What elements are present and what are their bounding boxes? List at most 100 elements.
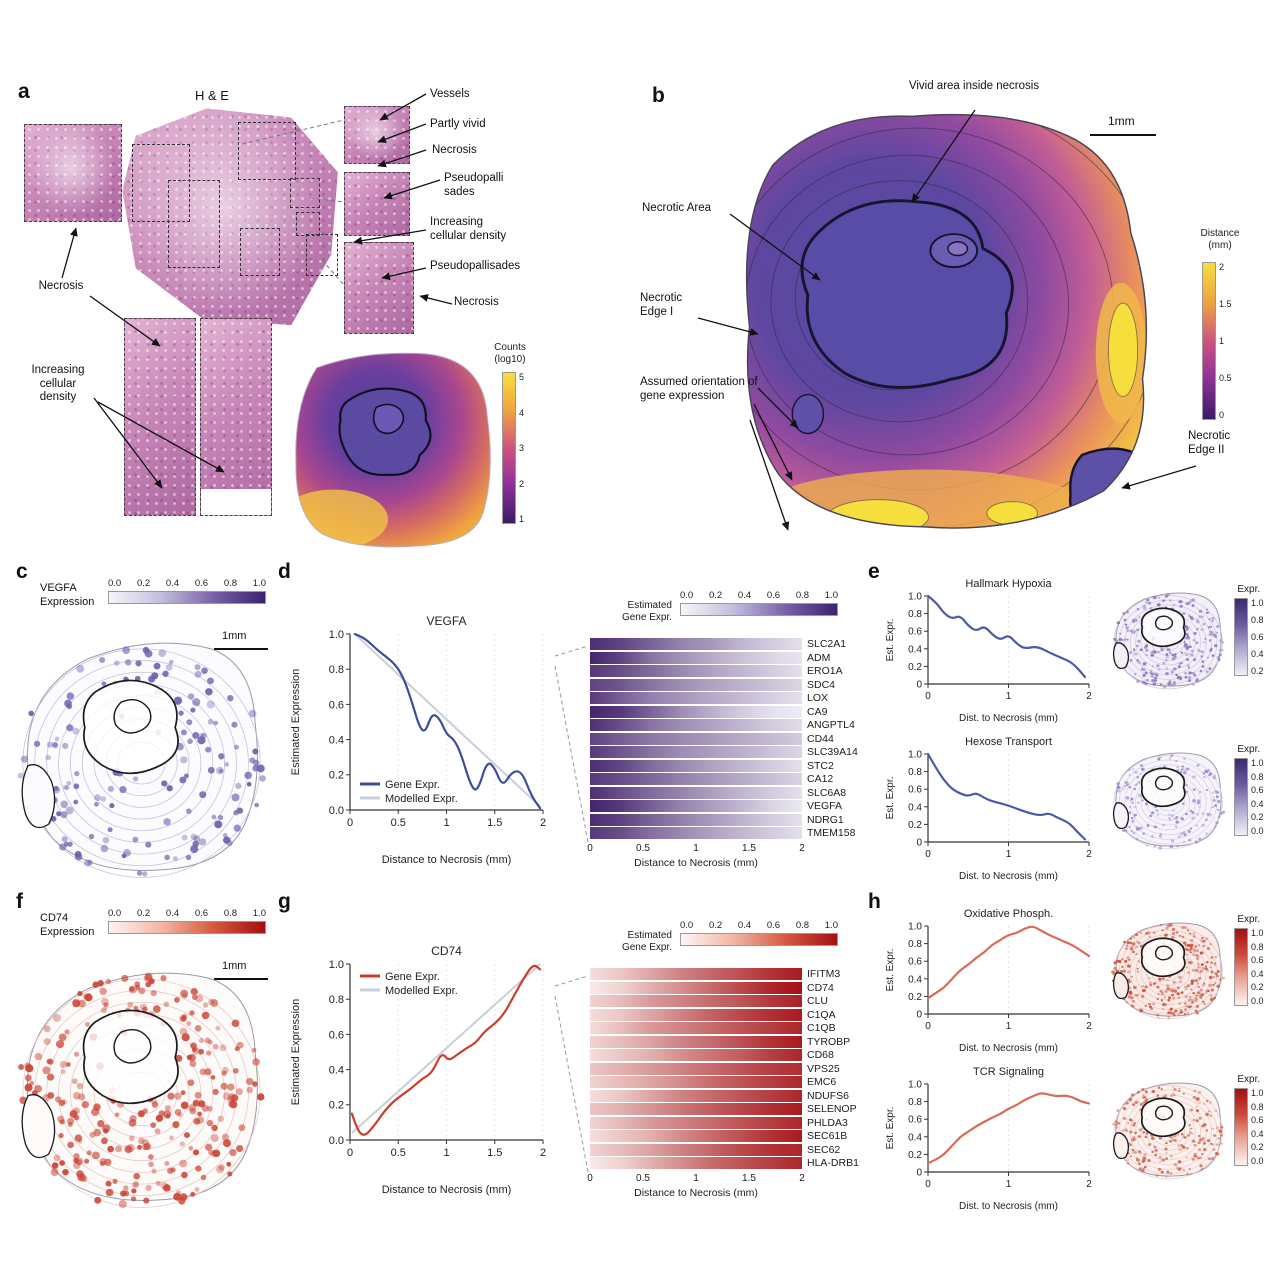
y-tick: 1.0 (329, 629, 344, 641)
tick-label: 0.8 (1251, 941, 1264, 952)
gene-label: CA12 (807, 773, 834, 786)
legend-label: Modelled Expr. (385, 985, 458, 997)
x-axis-label: Distance to Necrosis (mm) (634, 1186, 758, 1199)
x-tick: 2 (1086, 849, 1092, 860)
cd74-expression-map (18, 956, 265, 1210)
tick-label: 0.8 (1251, 771, 1264, 782)
panel-d-label: d (278, 560, 291, 583)
tick-label: 0.4 (1251, 798, 1264, 809)
tissue-fragment-outline (1114, 803, 1129, 829)
expr-colorbar-e2: Expr. 1.0 0.8 0.6 0.4 0.2 0.0 (1234, 744, 1264, 836)
heatmap-row: IFITM3 (590, 968, 859, 981)
tick-label: 0.2 (708, 590, 723, 601)
y-tick: 0.6 (329, 699, 344, 711)
chart-title: TCR Signaling (973, 1066, 1044, 1078)
heatmap-bar (590, 1157, 802, 1170)
heatmap-bar (590, 638, 802, 651)
expr-colorbar-gradient-e2 (1234, 758, 1248, 836)
y-tick: 0.8 (908, 1097, 922, 1108)
necrosis-outline (1142, 938, 1185, 976)
x-tick: 1 (1006, 691, 1012, 702)
tick-label: 4 (519, 407, 525, 418)
necrosis-outline (84, 680, 179, 773)
scalebar-label-f: 1mm (222, 960, 247, 972)
annotation-necrosis-right: Necrosis (454, 296, 499, 308)
legend-label: Modelled Expr. (385, 793, 458, 805)
gene-line (926, 925, 1091, 1000)
gene-label: VPS25 (807, 1062, 840, 1075)
he-crop-necrosis (344, 172, 410, 236)
panel-h-label: h (868, 890, 881, 913)
heatmap-colorbar-gradient-g (680, 933, 838, 946)
vivid-island-outline (1156, 946, 1173, 960)
tick-label: 0.4 (737, 920, 752, 931)
x-axis-label: Dist. to Necrosis (mm) (959, 1201, 1058, 1212)
panel-e: e 1.0 0.8 0.6 0.4 0.2 0 0 1 2 Hallmark Hypoxia Dis… (868, 560, 1286, 890)
expr-colorbar-e1: Expr. 1.0 0.8 0.6 0.4 0.2 (1234, 584, 1264, 676)
annotation-vessels: Vessels (430, 88, 470, 100)
counts-colorbar-title: Counts (log10) (494, 342, 526, 365)
scalebar-b (1090, 134, 1156, 136)
annotation-increasing-density-left: Increasing cellular density (31, 364, 85, 404)
expr-colorbar-ticks-h2: 1.0 0.8 0.6 0.4 0.2 0.0 (1251, 1088, 1264, 1166)
heatmap-row: SDC4 (590, 678, 858, 692)
y-tick: 0 (916, 1168, 922, 1179)
annotation-pseudopalisades: Pseudopallisades (430, 260, 521, 272)
tick-label: 0.4 (165, 908, 180, 919)
expr-colorbar-ticks-h1: 1.0 0.8 0.6 0.4 0.2 0.0 (1251, 928, 1264, 1006)
he-crop-density-2 (200, 318, 272, 516)
tick-label: 0.8 (223, 578, 238, 589)
vivid-island-outline (1156, 616, 1173, 630)
hallmark-hypoxia-chart: 1.0 0.8 0.6 0.4 0.2 00 1 2 Hallmark Hypoxia Dist.… (885, 578, 1092, 724)
panel-f: f CD74 Expression 0.0 0.2 0.4 0.6 0.8 1.0 1mm (10, 890, 278, 1220)
tcr-signaling-chart: 1.0 0.8 0.6 0.4 0.2 00 1 2 TCR Signaling Dist. to… (885, 1066, 1092, 1212)
tick-label: 0 (1219, 410, 1225, 420)
gene-label: ERO1A (807, 665, 843, 678)
necrosis-outline (1142, 1098, 1185, 1136)
tick-label: 1.0 (824, 590, 838, 601)
vegfa-line-chart: 1.0 0.8 0.6 0.4 0.2 0.00 0.5 1 1.5 2 VEGFA Distance… (290, 614, 546, 866)
tick-label: 0.0 (1251, 995, 1264, 1006)
gene-label: C1QB (807, 1022, 836, 1035)
heatmap-row: C1QA (590, 1008, 859, 1022)
y-tick: 0.2 (908, 992, 922, 1003)
roi-box-1 (132, 144, 190, 222)
x-tick: 0 (925, 1179, 931, 1190)
y-tick: 1.0 (908, 1080, 922, 1091)
tick-label: 0.8 (1251, 1101, 1264, 1112)
y-tick: 0.6 (329, 1029, 344, 1041)
panel-g-label: g (278, 890, 291, 913)
chart-title: VEGFA (426, 614, 466, 628)
tick-label: 1.0 (1251, 1088, 1264, 1098)
heatmap-row: ANGPTL4 (590, 719, 858, 732)
heatmap-x-axis: 0 0.5 1 1.5 2 (587, 1171, 805, 1185)
gene-label: SLC2A1 (807, 638, 847, 651)
distance-colorbar-gradient (1202, 262, 1216, 420)
panel-b-label: b (652, 84, 665, 107)
tissue-fragment-outline (1114, 643, 1129, 669)
y-tick: 0.2 (329, 1100, 344, 1112)
heatmap-colorbar-title-d: Estimated Gene Expr. (621, 600, 672, 623)
heatmap-row: SEC62 (590, 1143, 859, 1157)
panel-g: g 1.0 0.8 0.6 0.4 0.2 0.0 0 0.5 1 1.5 2 CD74 Distanc… (278, 890, 868, 1220)
heatmap-bar (590, 732, 802, 745)
gene-label: CLU (807, 995, 829, 1008)
heatmap-bar (590, 692, 802, 705)
heatmap-row: LOX (590, 692, 858, 705)
model-line (351, 963, 541, 1134)
gene-label: TMEM158 (807, 827, 856, 840)
chart-title: Hallmark Hypoxia (965, 578, 1052, 590)
x-axis-label: Distance to Necrosis (mm) (634, 856, 758, 869)
necrosis-outline (1142, 768, 1185, 806)
y-tick: 0.4 (908, 644, 922, 655)
gene-label: IFITM3 (807, 968, 841, 981)
heatmap-bar (590, 1130, 802, 1143)
heatmap-row: TYROBP (590, 1035, 859, 1049)
y-tick: 0.0 (329, 805, 344, 817)
heatmap-row: ADM (590, 651, 858, 665)
oxidative-expression-map (1111, 916, 1226, 1020)
annotation-partly-vivid: Partly vivid (430, 118, 486, 130)
y-tick: 0.6 (908, 785, 922, 796)
tissue-fragment-outline (1114, 1133, 1129, 1159)
gene-label: TYROBP (807, 1035, 851, 1048)
